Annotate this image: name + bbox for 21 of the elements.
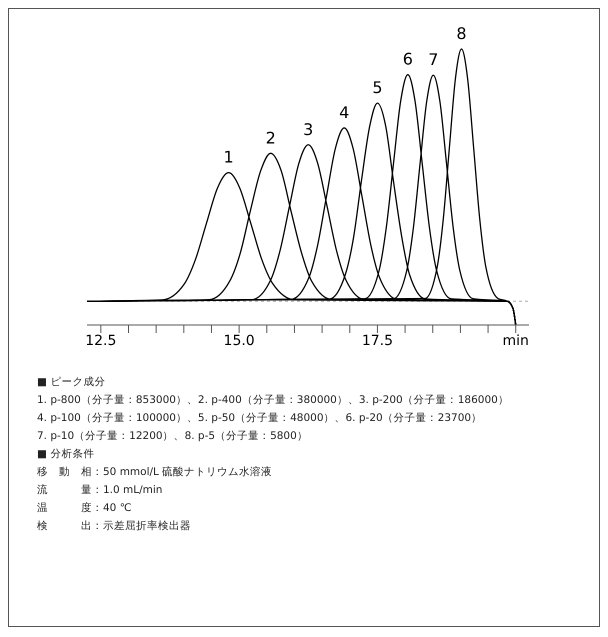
text: 流 量：1.0 mL/min xyxy=(37,483,164,498)
text: 検 出：示差屈折率検出器 xyxy=(37,519,192,534)
x-tick-label: 17.5 xyxy=(362,332,394,349)
annotation: 6 xyxy=(402,50,413,69)
text: 4. p-100（分子量：100000）、5. p-50（分子量：48000）、6. p-20（分子量：23700） xyxy=(37,411,484,426)
annotation: 4 xyxy=(339,102,350,122)
annotation: 2 xyxy=(266,128,276,148)
text: 1. p-800（分子量：853000）、2. p-400（分子量：380000）、3. p-200（分子量：186000） xyxy=(37,393,510,408)
annotation: 1 xyxy=(224,148,234,167)
text: 移 動 相：50 mmol/L 硫酸ナトリウム水溶液 xyxy=(37,465,274,480)
text: 7. p-10（分子量：12200）、8. p-5（分子量：5800） xyxy=(37,429,309,444)
annotation: 7 xyxy=(428,50,438,70)
text: ■ 分析条件 xyxy=(37,447,96,462)
x-tick-label: 15.0 xyxy=(224,332,255,349)
text: ■ ピーク成分 xyxy=(37,375,106,390)
text: 温 度：40 ℃ xyxy=(37,501,132,516)
annotation: 8 xyxy=(456,24,467,43)
x-tick-label: min xyxy=(502,332,529,349)
annotation: 3 xyxy=(303,120,314,139)
x-tick-label: 12.5 xyxy=(85,332,116,349)
annotation: 5 xyxy=(372,78,383,98)
